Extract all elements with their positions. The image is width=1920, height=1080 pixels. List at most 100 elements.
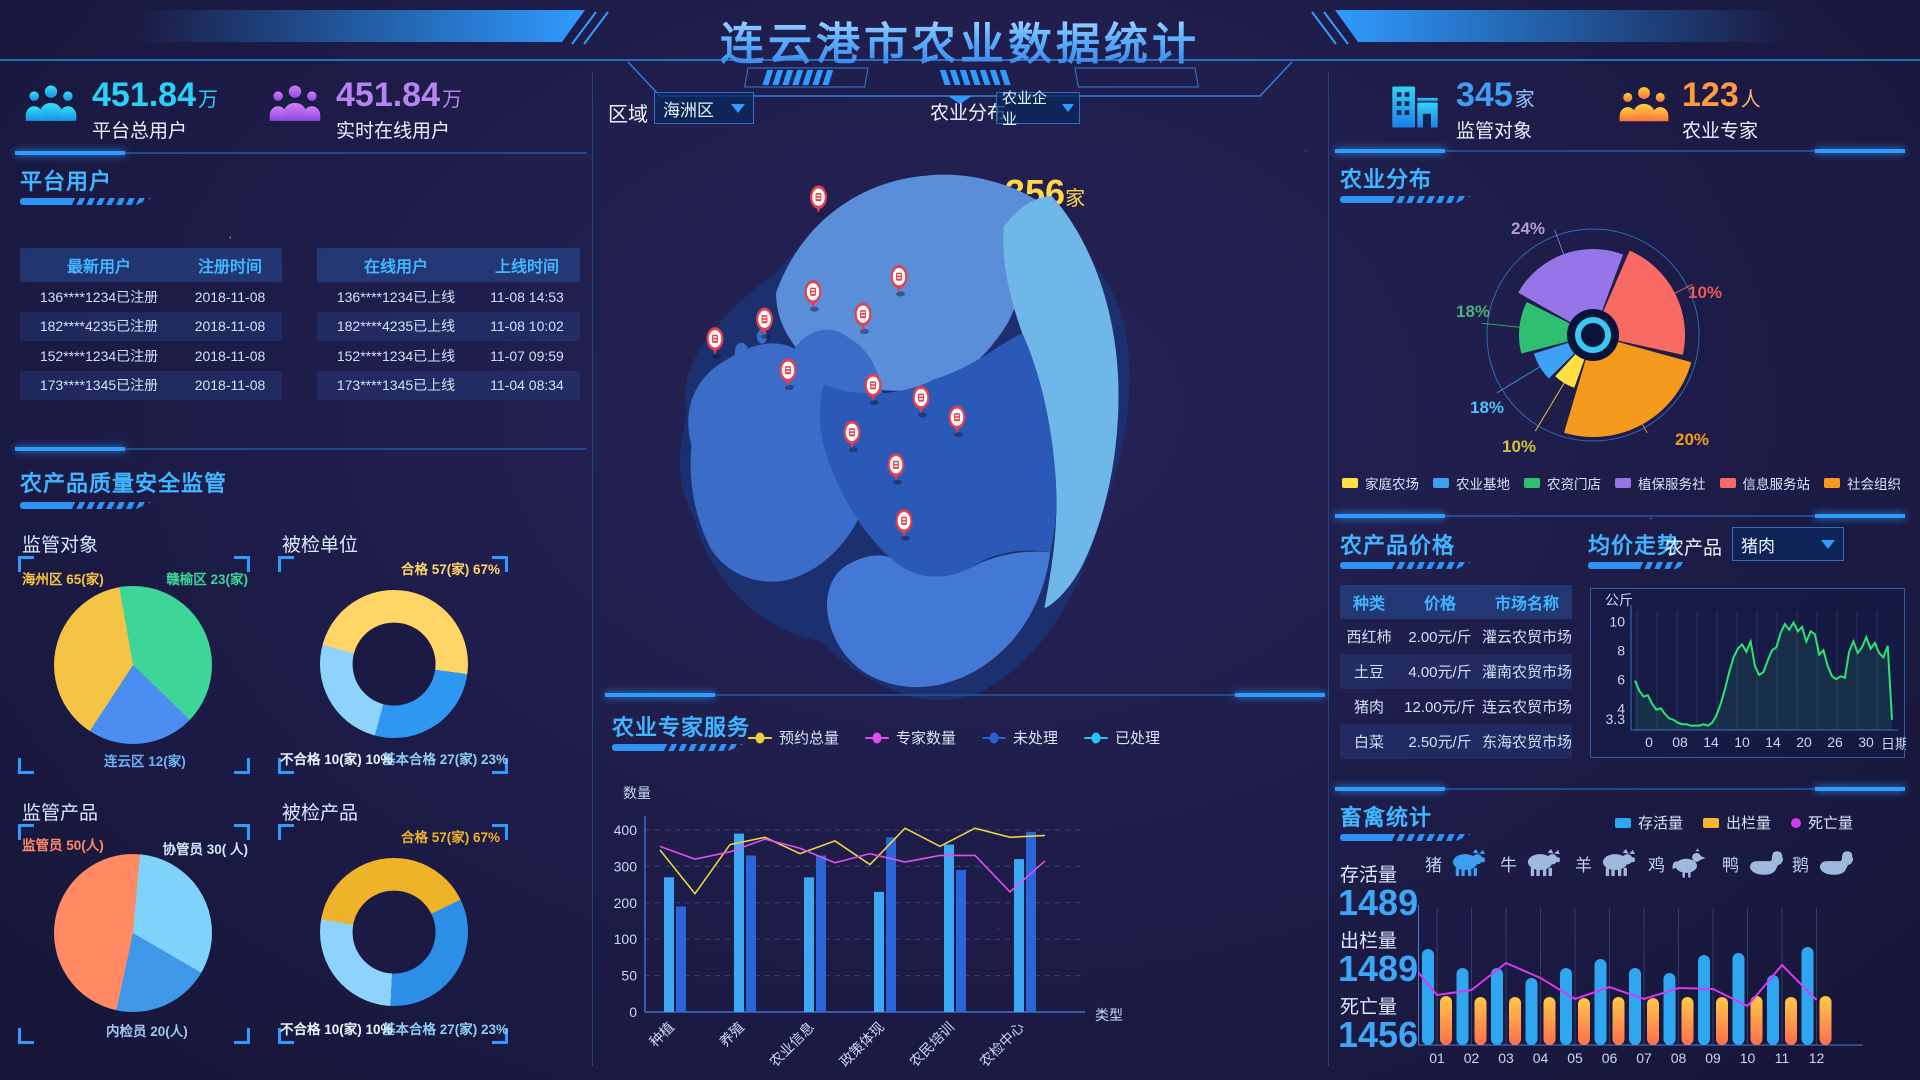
map-marker[interactable]: [804, 280, 822, 312]
bar-survive[interactable]: [1629, 968, 1641, 1045]
svg-text:26: 26: [1827, 734, 1843, 750]
bar-slaughter[interactable]: [1509, 997, 1521, 1045]
legend-item-预约总量[interactable]: 预约总量: [748, 727, 839, 748]
section-deco: [1340, 196, 1472, 203]
bar-survive[interactable]: [1663, 973, 1676, 1045]
lianyungang-map[interactable]: [640, 140, 1140, 700]
map-marker[interactable]: [912, 385, 930, 418]
expert-service-chart[interactable]: 数量 类型 0 50 100 200 300 400 种植 养殖 农业信息 政策体现 农民培训 农检中…: [605, 780, 1335, 1080]
map-marker[interactable]: [895, 509, 913, 541]
line-专家数量[interactable]: [659, 838, 1046, 893]
legend-item-社会组织[interactable]: 社会组织: [1824, 473, 1901, 493]
y-unit-label: 公斤: [1605, 592, 1633, 608]
bar-slaughter[interactable]: [1612, 997, 1625, 1045]
legend-item-未处理[interactable]: 未处理: [982, 727, 1058, 748]
legend-item-植保服务社[interactable]: 植保服务社: [1615, 473, 1706, 493]
legend-item-已处理[interactable]: 已处理: [1084, 727, 1160, 748]
distribution-select[interactable]: 农业企业: [996, 90, 1080, 128]
line-预约总量[interactable]: [659, 827, 1046, 896]
bar-processed[interactable]: [1014, 859, 1024, 1012]
bar-slaughter[interactable]: [1578, 998, 1590, 1045]
map-marker[interactable]: [779, 358, 797, 391]
svg-text:农民培训: 农民培训: [906, 1019, 957, 1070]
bar-slaughter[interactable]: [1647, 998, 1659, 1045]
animal-tab-鸭[interactable]: 鸭: [1722, 848, 1783, 878]
legend-item-专家数量[interactable]: 专家数量: [865, 727, 956, 748]
inspected-units-chart: 合格 57(家) 67% 基本合格 27(家) 23% 不合格 10(家) 10…: [278, 556, 508, 774]
bar-unprocessed[interactable]: [956, 870, 966, 1012]
supervision-products-pie[interactable]: [54, 854, 212, 1012]
bar-processed[interactable]: [944, 844, 954, 1012]
region-select-value: 海洲区: [663, 100, 714, 120]
bar-slaughter[interactable]: [1440, 996, 1452, 1045]
bar-survive[interactable]: [1732, 953, 1745, 1045]
bar-unprocessed[interactable]: [816, 855, 826, 1012]
map-marker[interactable]: [948, 405, 966, 438]
inspected-products-donut[interactable]: [320, 858, 468, 1006]
legend-item-农业基地[interactable]: 农业基地: [1433, 473, 1510, 493]
bar-slaughter[interactable]: [1681, 997, 1694, 1045]
divider: [15, 151, 587, 155]
map-marker[interactable]: [854, 302, 872, 335]
bar-slaughter[interactable]: [1750, 996, 1763, 1045]
map-marker[interactable]: [706, 327, 724, 359]
bar-survive[interactable]: [1525, 978, 1538, 1045]
svg-text:01: 01: [1429, 1050, 1445, 1066]
legend-item-出栏量[interactable]: 出栏量: [1703, 812, 1771, 833]
legend-item-存活量[interactable]: 存活量: [1615, 812, 1683, 833]
bar-slaughter[interactable]: [1716, 997, 1728, 1045]
bar-unprocessed[interactable]: [746, 855, 756, 1012]
animal-tab-牛[interactable]: 牛: [1500, 848, 1561, 878]
bar-survive[interactable]: [1422, 949, 1434, 1045]
trend-product-select[interactable]: 猪肉: [1732, 527, 1844, 561]
death-label: 死亡量: [1340, 997, 1398, 1018]
svg-text:300: 300: [614, 858, 638, 874]
animal-tab-鹅[interactable]: 鹅: [1792, 848, 1853, 878]
bar-processed[interactable]: [664, 877, 674, 1012]
bar-survive[interactable]: [1456, 968, 1469, 1045]
legend-item-信息服务站[interactable]: 信息服务站: [1719, 473, 1810, 493]
bar-unprocessed[interactable]: [676, 906, 686, 1012]
legend-item-农资门店[interactable]: 农资门店: [1524, 473, 1601, 493]
rose-pct-label: 10%: [1688, 283, 1723, 302]
inspected-units-donut[interactable]: [320, 590, 468, 738]
bar-unprocessed[interactable]: [886, 837, 896, 1012]
svg-text:8: 8: [1617, 643, 1625, 659]
rose-slice[interactable]: [1519, 301, 1593, 354]
map-marker[interactable]: [864, 373, 882, 406]
price-trend-chart[interactable]: 公斤 日期 10 8 6 4 3.3 0 08 14 10 14 20 26 30: [1590, 588, 1909, 758]
bar-slaughter[interactable]: [1819, 996, 1832, 1045]
map-marker[interactable]: [887, 453, 905, 485]
bar-survive[interactable]: [1560, 968, 1572, 1045]
map-marker[interactable]: [756, 307, 773, 340]
bar-processed[interactable]: [804, 877, 814, 1012]
map-marker[interactable]: [843, 420, 861, 453]
bar-survive[interactable]: [1767, 975, 1779, 1045]
bar-processed[interactable]: [734, 833, 744, 1012]
supervision-objects-pie[interactable]: [54, 586, 212, 744]
animal-tab-鸡[interactable]: 鸡: [1648, 848, 1709, 878]
bar-survive[interactable]: [1801, 947, 1814, 1045]
column-header: 在线用户: [363, 259, 428, 276]
legend-item-死亡量[interactable]: 死亡量: [1791, 812, 1853, 833]
bar-slaughter[interactable]: [1543, 997, 1556, 1045]
bar-survive[interactable]: [1698, 955, 1710, 1045]
rose-pie[interactable]: [1468, 210, 1718, 460]
legend-item-家庭农场[interactable]: 家庭农场: [1342, 473, 1419, 493]
livestock-chart[interactable]: 01 02 03 04 05 06 07 08 09 10 11 12: [1418, 900, 1868, 1070]
bar-survive[interactable]: [1594, 959, 1607, 1045]
animal-tab-猪[interactable]: 猪: [1425, 848, 1486, 878]
animal-tab-羊[interactable]: 羊: [1575, 848, 1636, 878]
bar-unprocessed[interactable]: [1026, 831, 1036, 1012]
table-row: 猪肉 12.00元/斤 连云农贸市场: [1340, 689, 1572, 724]
bar-slaughter[interactable]: [1474, 997, 1487, 1045]
region-select[interactable]: 海洲区: [654, 92, 754, 124]
map-marker[interactable]: [810, 185, 827, 217]
map-marker[interactable]: [890, 264, 908, 297]
bar-processed[interactable]: [874, 891, 884, 1012]
line-death[interactable]: [1418, 961, 1818, 1008]
bar-slaughter[interactable]: [1785, 997, 1797, 1045]
svg-text:养殖: 养殖: [716, 1019, 747, 1050]
table-cell: 灌南农贸市场: [1482, 664, 1572, 681]
bar-survive[interactable]: [1491, 968, 1503, 1045]
